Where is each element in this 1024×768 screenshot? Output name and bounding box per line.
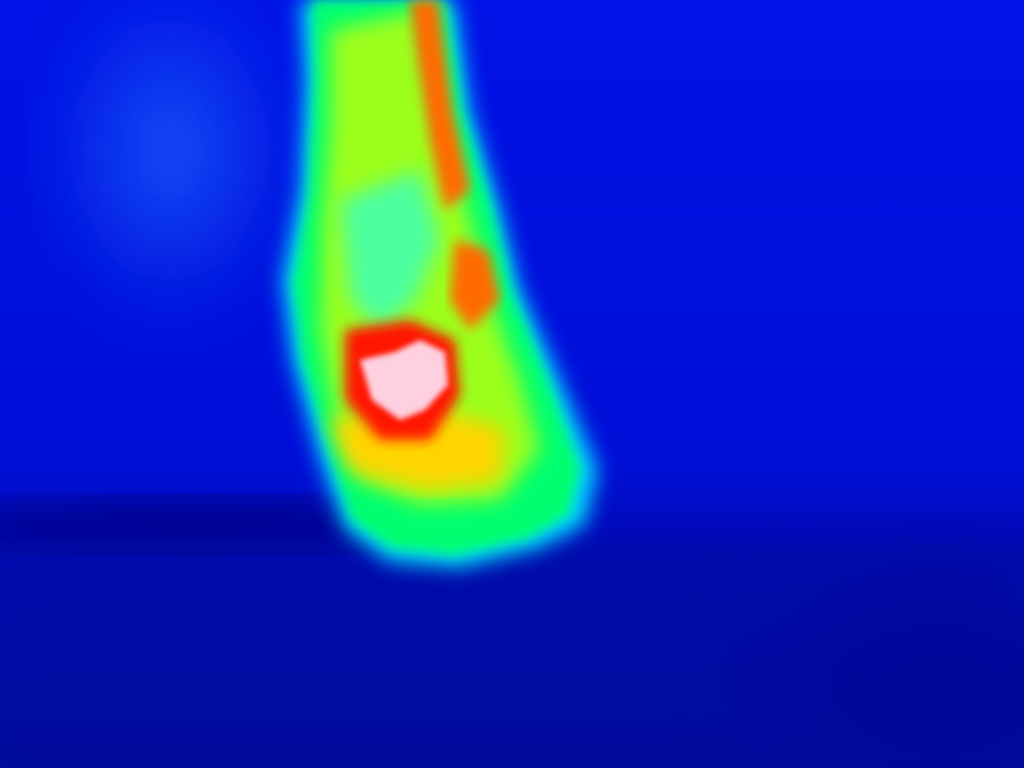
warm-wall-glow — [50, 0, 290, 320]
floor-area — [0, 540, 1024, 768]
cooler-patch-cyan — [340, 170, 440, 330]
hoof-heat-signature — [282, 0, 598, 568]
warm-streak-upper — [410, 0, 470, 210]
warm-spot-right — [450, 240, 500, 330]
hot-core-white — [360, 340, 448, 420]
